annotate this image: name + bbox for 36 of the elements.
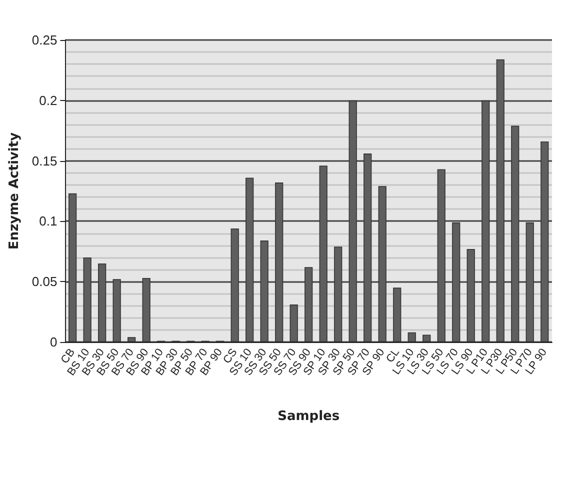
y-axis-title: Enzyme Activity	[7, 132, 22, 250]
bar	[304, 267, 313, 342]
bar	[466, 248, 475, 342]
bar	[83, 257, 92, 342]
y-tick-label: 0.1	[39, 214, 58, 229]
bar	[128, 337, 136, 342]
bar	[393, 288, 402, 342]
bar	[422, 334, 431, 342]
bar	[319, 166, 328, 342]
bar	[260, 240, 268, 342]
bar	[408, 332, 416, 342]
bar	[437, 169, 446, 342]
bar	[112, 279, 121, 342]
y-tick-label: 0.25	[32, 32, 58, 48]
bar	[230, 228, 239, 342]
bar	[378, 186, 386, 342]
bar	[526, 222, 534, 342]
bar	[246, 178, 254, 342]
bar	[98, 263, 106, 342]
bar	[334, 246, 342, 342]
bar	[348, 100, 357, 342]
bar	[452, 222, 460, 342]
x-axis-title: Samples	[278, 409, 340, 424]
y-tick-label: 0	[50, 334, 58, 350]
bar	[142, 278, 150, 342]
bar	[290, 304, 298, 342]
bar	[275, 182, 284, 342]
bar	[540, 141, 549, 342]
y-tick-label: 0.05	[32, 274, 58, 290]
y-tick-label: 0.15	[32, 153, 58, 168]
bar	[511, 126, 520, 342]
bar	[364, 154, 372, 342]
bar	[68, 193, 77, 342]
bar	[496, 59, 504, 342]
y-tick-label: 0.2	[39, 92, 58, 108]
bar	[482, 100, 490, 342]
